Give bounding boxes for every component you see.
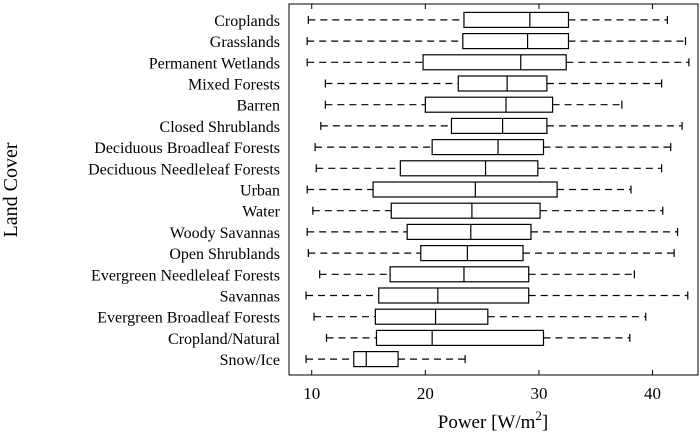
iqr-box <box>375 329 545 346</box>
box-13 <box>305 287 689 304</box>
y-axis-labels: Croplands Grasslands Permanent Wetlands Mix… <box>88 13 281 369</box>
category-label: Urban <box>240 183 280 200</box>
category-label: Croplands <box>214 13 280 30</box>
iqr-box <box>424 96 554 113</box>
category-label: Woody Savannas <box>170 225 280 242</box>
box-2 <box>306 54 690 71</box>
box-6 <box>314 139 672 156</box>
category-label: Savannas <box>220 289 280 306</box>
category-label: Cropland/Natural <box>168 331 281 348</box>
iqr-box <box>450 117 548 135</box>
boxes-group <box>305 11 690 368</box>
box-12 <box>319 266 635 283</box>
box-11 <box>307 245 675 262</box>
iqr-box <box>462 32 570 50</box>
plot-area-frame <box>288 3 699 376</box>
iqr-box <box>422 54 567 71</box>
category-label: Grasslands <box>210 34 280 51</box>
x-axis-ticks: 10 20 30 40 <box>303 4 661 403</box>
x-tick-label: 30 <box>530 384 547 403</box>
category-label: Evergreen Broadleaf Forests <box>97 310 280 327</box>
x-tick-label: 40 <box>644 384 661 403</box>
category-label: Water <box>242 204 280 221</box>
iqr-box <box>463 11 570 28</box>
x-tick-label: 10 <box>303 384 320 403</box>
box-9 <box>312 202 664 219</box>
box-4 <box>324 96 623 113</box>
box-7 <box>315 160 663 177</box>
x-tick-label: 20 <box>417 384 434 403</box>
category-label: Deciduous Broadleaf Forests <box>94 140 280 157</box>
category-label: Deciduous Needleleaf Forests <box>88 161 280 178</box>
box-15 <box>325 329 631 346</box>
category-label: Closed Shrublands <box>160 119 280 136</box>
iqr-box <box>431 139 545 156</box>
iqr-box <box>389 266 530 283</box>
box-0 <box>307 11 668 28</box>
box-3 <box>324 75 663 92</box>
iqr-box <box>374 308 489 325</box>
category-label: Permanent Wetlands <box>149 55 280 72</box>
iqr-box <box>399 160 539 177</box>
box-14 <box>313 308 647 325</box>
box-10 <box>306 223 679 240</box>
iqr-box <box>353 351 399 368</box>
box-8 <box>306 181 632 198</box>
iqr-box <box>378 287 530 304</box>
box-1 <box>306 32 687 50</box>
category-label: Snow/Ice <box>220 352 280 369</box>
iqr-box <box>372 181 558 198</box>
category-label: Evergreen Needleleaf Forests <box>91 267 280 284</box>
box-5 <box>320 117 683 135</box>
iqr-box <box>420 245 524 262</box>
category-label: Barren <box>236 98 280 115</box>
box-16 <box>305 351 466 368</box>
iqr-box <box>457 75 548 92</box>
category-label: Mixed Forests <box>188 77 280 94</box>
iqr-box <box>390 202 541 219</box>
x-axis-label: Power [W/m2] <box>438 408 548 433</box>
y-axis-label: Land Cover <box>0 142 22 237</box>
iqr-box <box>406 223 532 240</box>
category-label: Open Shrublands <box>169 246 280 263</box>
